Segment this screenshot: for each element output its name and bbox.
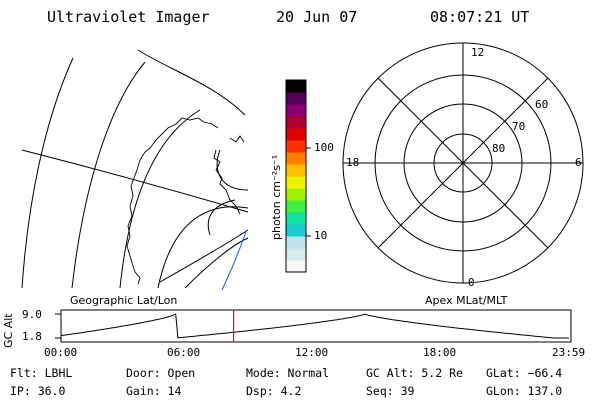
ip-readout: IP: 36.0	[10, 384, 66, 398]
longitude-line	[207, 199, 236, 236]
colorbar-swatch	[286, 176, 306, 189]
filter-readout: Flt: LBHL	[10, 366, 73, 380]
mlat-label-80: 80	[492, 142, 506, 155]
colorbar-swatch	[286, 140, 306, 153]
colorbar-swatch	[286, 188, 306, 201]
colorbar-swatch	[286, 236, 306, 249]
colorbar-swatch	[286, 164, 306, 177]
timeline-left-title: Geographic Lat/Lon	[70, 294, 178, 307]
timeline-xtick: 06:00	[167, 346, 201, 359]
latitude-line	[216, 149, 249, 191]
mlt-label-18: 18	[346, 156, 360, 169]
latitude-line	[21, 57, 74, 289]
timeline-right-title: Apex MLat/MLT	[425, 294, 508, 307]
mlt-label-6: 6	[575, 156, 582, 169]
instrument-title: Ultraviolet Imager	[47, 8, 210, 26]
orbit-track	[221, 231, 247, 291]
timeline-frame	[60, 309, 572, 343]
timeline-ymax: 9.0	[22, 308, 42, 321]
colorbar-swatch	[286, 200, 306, 213]
coastline	[126, 117, 219, 285]
colorbar-swatch	[286, 80, 306, 93]
timeline-ylabel: GC Alt	[2, 313, 15, 348]
timeline-ymin: 1.8	[22, 330, 42, 343]
colorbar-swatch	[286, 224, 306, 237]
timeline-xtick: 23:59	[552, 346, 586, 359]
colorbar-swatch	[286, 248, 306, 261]
mlat-label-60: 60	[535, 98, 549, 111]
colorbar-swatch	[286, 92, 306, 105]
colorbar-swatch	[286, 128, 306, 141]
longitude-line	[137, 49, 246, 116]
coastline	[213, 149, 241, 215]
door-readout: Door: Open	[126, 366, 196, 380]
colorbar-swatch	[286, 104, 306, 117]
colorbar-unit-label: photon cm⁻²s⁻¹	[270, 154, 283, 240]
latitude-line	[119, 109, 201, 289]
mlt-label-0: 0	[468, 276, 475, 289]
longitude-line	[184, 237, 249, 289]
mode-readout: Mode: Normal	[246, 366, 330, 380]
glon-readout: GLon: 137.0	[486, 384, 563, 398]
latitude-line	[71, 61, 146, 289]
latitude-line	[157, 206, 249, 289]
image-time: 08:07:21 UT	[430, 8, 530, 26]
longitude-line	[159, 229, 249, 283]
glat-readout: GLat: −66.4	[486, 366, 563, 380]
intensity-colorbar	[285, 79, 311, 273]
colorbar-swatch	[286, 152, 306, 165]
polar-grid	[342, 42, 584, 284]
colorbar-swatch	[286, 260, 306, 273]
colorbar-swatch	[286, 116, 306, 129]
coastline	[229, 135, 245, 143]
mlat-label-70: 70	[512, 120, 526, 133]
colorbar-frame	[285, 79, 307, 273]
gain-readout: Gain: 14	[126, 384, 182, 398]
colorbar-tick-label: 100	[314, 141, 334, 154]
mlt-label-12: 12	[471, 46, 485, 59]
colorbar-tick-label: 10	[314, 229, 328, 242]
gc-alt-readout: GC Alt: 5.2 Re	[366, 366, 463, 380]
dsp-readout: Dsp: 4.2	[246, 384, 302, 398]
timeline-xtick: 18:00	[423, 346, 457, 359]
timeline-xtick: 00:00	[44, 346, 78, 359]
seq-readout: Seq: 39	[366, 384, 415, 398]
longitude-line	[21, 149, 249, 213]
timeline-xtick: 12:00	[295, 346, 329, 359]
altitude-curve	[60, 313, 569, 339]
colorbar-swatch	[286, 212, 306, 225]
image-date: 20 Jun 07	[276, 8, 358, 26]
